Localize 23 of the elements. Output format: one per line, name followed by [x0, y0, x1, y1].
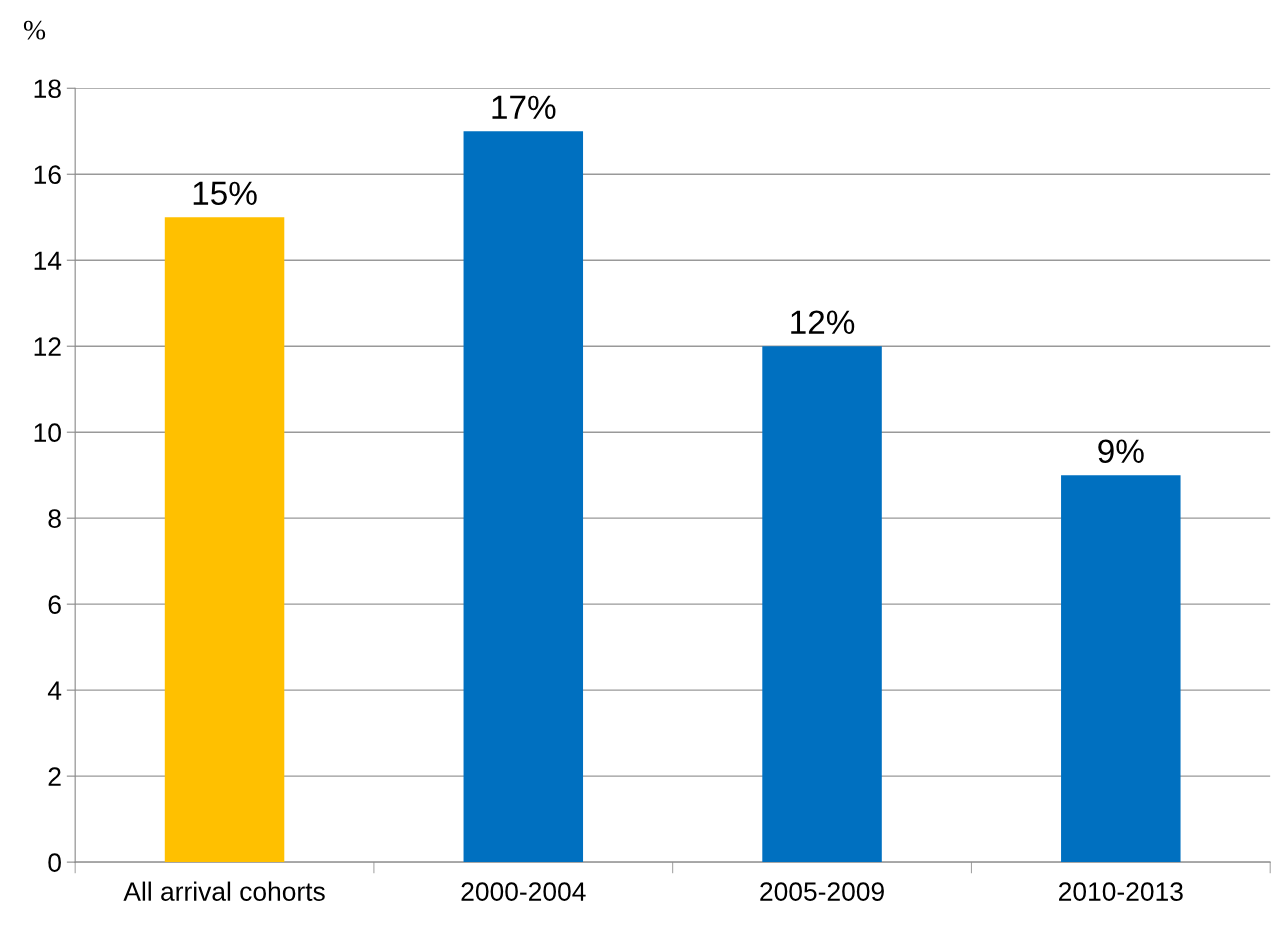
- data-label: 17%: [492, 95, 556, 119]
- y-tick-label: 0: [48, 853, 61, 872]
- y-tick-label: 14: [34, 251, 62, 270]
- data-label: 15%: [193, 181, 257, 206]
- bar: [164, 217, 285, 863]
- y-axis-title: %: [23, 20, 46, 40]
- y-tick-label: 2: [48, 767, 61, 786]
- bar: [762, 346, 882, 863]
- x-tick-label: 2010-2013: [1059, 882, 1183, 901]
- x-tick-label: All arrival cohorts: [123, 881, 325, 901]
- y-tick-label: 10: [34, 423, 61, 443]
- y-tick-label: 6: [48, 595, 61, 614]
- y-tick-label: 4: [47, 681, 62, 700]
- data-label: 12%: [791, 310, 855, 334]
- data-label: 9%: [1098, 439, 1144, 464]
- x-tick-label: 2000-2004: [461, 882, 586, 901]
- y-tick-label: 16: [34, 165, 61, 185]
- y-tick-label: 18: [34, 79, 61, 99]
- y-tick-label: 8: [48, 509, 61, 528]
- x-tick-label: 2005-2009: [760, 882, 884, 901]
- bar: [463, 131, 584, 863]
- bar: [1061, 475, 1181, 863]
- y-tick-label: 12: [34, 337, 61, 356]
